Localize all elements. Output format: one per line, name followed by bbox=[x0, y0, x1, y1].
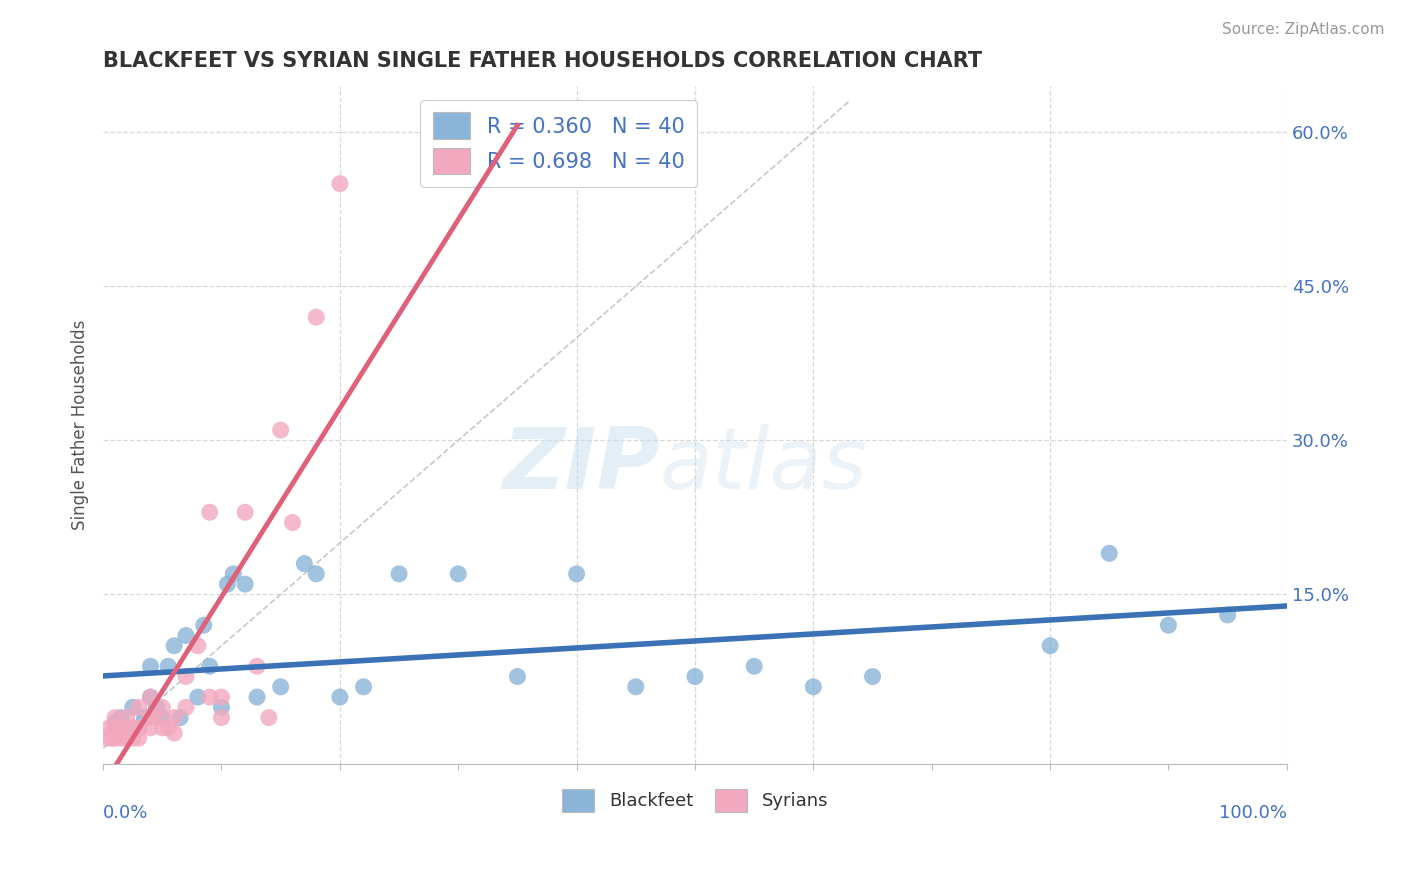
Point bbox=[565, 566, 588, 581]
Point bbox=[447, 566, 470, 581]
Point bbox=[246, 659, 269, 673]
Point bbox=[187, 690, 209, 704]
Point bbox=[150, 700, 173, 714]
Point bbox=[104, 721, 127, 735]
Point bbox=[139, 721, 162, 735]
Point bbox=[292, 557, 315, 571]
Point bbox=[163, 639, 186, 653]
Point bbox=[150, 711, 173, 725]
Point bbox=[388, 566, 411, 581]
Point bbox=[1216, 607, 1239, 622]
Point bbox=[157, 721, 180, 735]
Point bbox=[211, 700, 233, 714]
Point bbox=[115, 721, 138, 735]
Point bbox=[353, 680, 375, 694]
Point bbox=[193, 618, 215, 632]
Point bbox=[1098, 546, 1121, 560]
Point bbox=[163, 726, 186, 740]
Point bbox=[233, 577, 256, 591]
Point bbox=[506, 669, 529, 683]
Point bbox=[198, 659, 221, 673]
Point bbox=[174, 669, 197, 683]
Point bbox=[100, 731, 122, 746]
Point bbox=[134, 711, 156, 725]
Point bbox=[163, 711, 186, 725]
Point bbox=[139, 659, 162, 673]
Point bbox=[115, 731, 138, 746]
Text: 100.0%: 100.0% bbox=[1219, 805, 1286, 822]
Point bbox=[1157, 618, 1180, 632]
Point bbox=[98, 721, 121, 735]
Legend: Blackfeet, Syrians: Blackfeet, Syrians bbox=[551, 778, 839, 822]
Text: 0.0%: 0.0% bbox=[103, 805, 149, 822]
Point bbox=[145, 711, 167, 725]
Point bbox=[139, 690, 162, 704]
Point bbox=[305, 566, 328, 581]
Point bbox=[128, 731, 150, 746]
Point bbox=[270, 680, 292, 694]
Y-axis label: Single Father Households: Single Father Households bbox=[72, 320, 89, 530]
Point bbox=[115, 721, 138, 735]
Point bbox=[174, 700, 197, 714]
Point bbox=[110, 711, 132, 725]
Point bbox=[187, 639, 209, 653]
Text: ZIP: ZIP bbox=[502, 424, 659, 508]
Point bbox=[624, 680, 647, 694]
Text: BLACKFEET VS SYRIAN SINGLE FATHER HOUSEHOLDS CORRELATION CHART: BLACKFEET VS SYRIAN SINGLE FATHER HOUSEH… bbox=[103, 51, 983, 70]
Text: Source: ZipAtlas.com: Source: ZipAtlas.com bbox=[1222, 22, 1385, 37]
Point bbox=[104, 711, 127, 725]
Point bbox=[211, 711, 233, 725]
Point bbox=[801, 680, 824, 694]
Point bbox=[1039, 639, 1062, 653]
Point bbox=[121, 700, 143, 714]
Point bbox=[101, 726, 124, 740]
Point bbox=[198, 690, 221, 704]
Text: atlas: atlas bbox=[659, 424, 868, 508]
Point bbox=[329, 690, 352, 704]
Point bbox=[281, 516, 304, 530]
Point bbox=[742, 659, 765, 673]
Point bbox=[104, 731, 127, 746]
Point bbox=[104, 715, 127, 730]
Point bbox=[139, 711, 162, 725]
Point bbox=[257, 711, 280, 725]
Point bbox=[169, 711, 191, 725]
Point bbox=[157, 659, 180, 673]
Point bbox=[198, 505, 221, 519]
Point bbox=[174, 628, 197, 642]
Point bbox=[110, 731, 132, 746]
Point bbox=[211, 690, 233, 704]
Point bbox=[246, 690, 269, 704]
Point bbox=[121, 721, 143, 735]
Point bbox=[862, 669, 884, 683]
Point bbox=[110, 721, 132, 735]
Point bbox=[305, 310, 328, 325]
Point bbox=[329, 177, 352, 191]
Point bbox=[222, 566, 245, 581]
Point bbox=[683, 669, 706, 683]
Point bbox=[128, 700, 150, 714]
Point bbox=[145, 700, 167, 714]
Point bbox=[121, 731, 143, 746]
Point bbox=[233, 505, 256, 519]
Point bbox=[139, 690, 162, 704]
Point bbox=[128, 721, 150, 735]
Point bbox=[128, 721, 150, 735]
Point bbox=[150, 721, 173, 735]
Point bbox=[217, 577, 239, 591]
Point bbox=[96, 731, 118, 746]
Point bbox=[115, 711, 138, 725]
Point bbox=[270, 423, 292, 437]
